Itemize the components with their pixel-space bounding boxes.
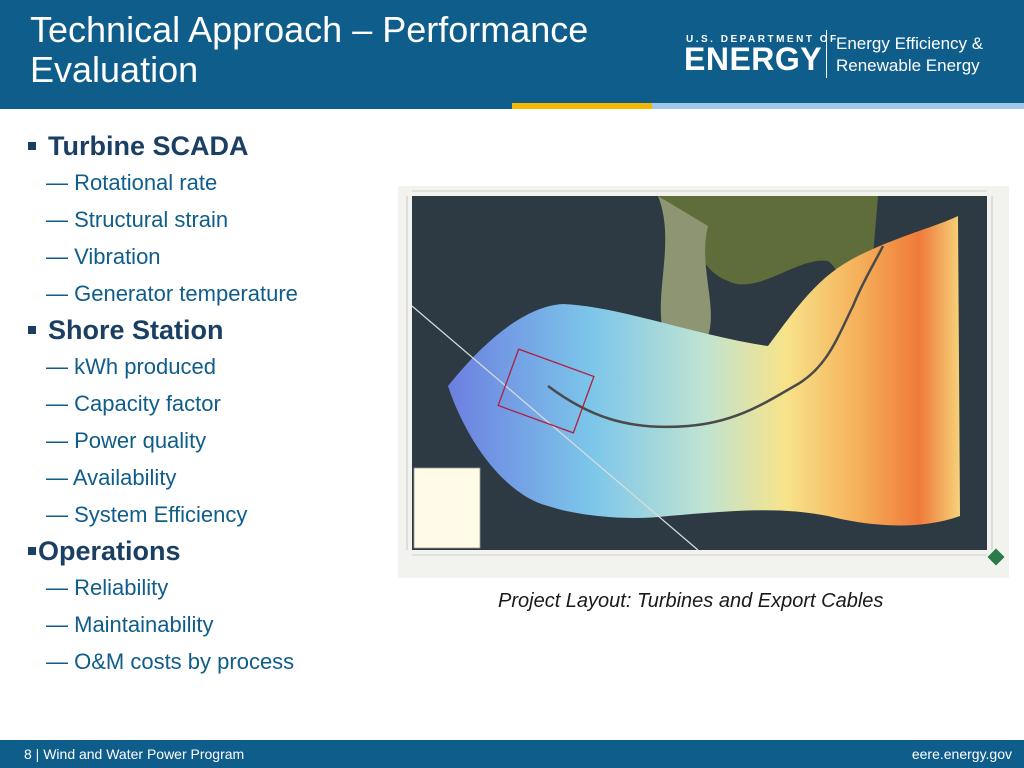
accent-strip-yellow <box>512 103 652 109</box>
bullet-square-icon <box>28 326 36 334</box>
accent-strip-blue <box>0 103 512 109</box>
list-item: — Availability <box>46 465 177 490</box>
office-name-line1: Energy Efficiency & <box>836 34 984 53</box>
list-item: — System Efficiency <box>46 502 248 527</box>
list-item: — Capacity factor <box>46 391 221 416</box>
doe-logo-wordmark: ENERGY <box>684 41 823 77</box>
north-arrow-icon <box>987 548 1005 566</box>
list-item: — Rotational rate <box>46 170 218 195</box>
footer-bar: 8 | Wind and Water Power Program eere.en… <box>0 740 1024 768</box>
bathymetry-survey-area <box>448 216 960 526</box>
section-heading-scada: Turbine SCADA <box>28 128 388 164</box>
figure-caption: Project Layout: Turbines and Export Cabl… <box>498 590 884 612</box>
office-name: Energy Efficiency & Renewable Energy <box>836 33 983 77</box>
spit-landmass <box>603 196 878 316</box>
logo-divider <box>826 30 827 78</box>
footer-website-link[interactable]: eere.energy.gov <box>911 746 1012 762</box>
bullet-square-icon <box>28 547 36 555</box>
bullet-square-icon <box>28 142 36 150</box>
export-cable <box>547 245 885 429</box>
list-item: — Reliability <box>46 575 169 600</box>
turbine-site-box <box>497 348 595 434</box>
heading-text: Turbine SCADA <box>48 130 249 161</box>
project-layout-map <box>398 186 1009 578</box>
heading-text: Shore Station <box>48 314 224 345</box>
footer-program-label: 8 | Wind and Water Power Program <box>24 746 245 762</box>
header-bar <box>0 0 1024 103</box>
list-item: — O&M costs by process <box>46 649 295 674</box>
doe-logo-small-text: U.S. DEPARTMENT OF <box>686 34 839 45</box>
map-legend <box>413 467 481 549</box>
list-item: — Structural strain <box>46 207 229 232</box>
bullet-list: Turbine SCADA — Rotational rate — Struct… <box>28 128 388 680</box>
beach-area <box>658 196 711 359</box>
heading-text: Operations <box>38 535 181 566</box>
section-heading-shore: Shore Station <box>28 312 388 348</box>
list-item: — Power quality <box>46 428 207 453</box>
list-item: — Maintainability <box>46 612 214 637</box>
list-item: — kWh produced <box>46 354 216 379</box>
slide-title: Technical Approach – Performance Evaluat… <box>30 9 589 90</box>
section-heading-operations: Operations <box>28 533 388 569</box>
transect-line <box>411 305 699 551</box>
list-item: — Generator temperature <box>46 281 298 306</box>
accent-strip-light <box>652 103 1024 109</box>
list-item: — Vibration <box>46 244 161 269</box>
office-name-line2: Renewable Energy <box>836 56 980 75</box>
map-graphic <box>406 190 1005 566</box>
